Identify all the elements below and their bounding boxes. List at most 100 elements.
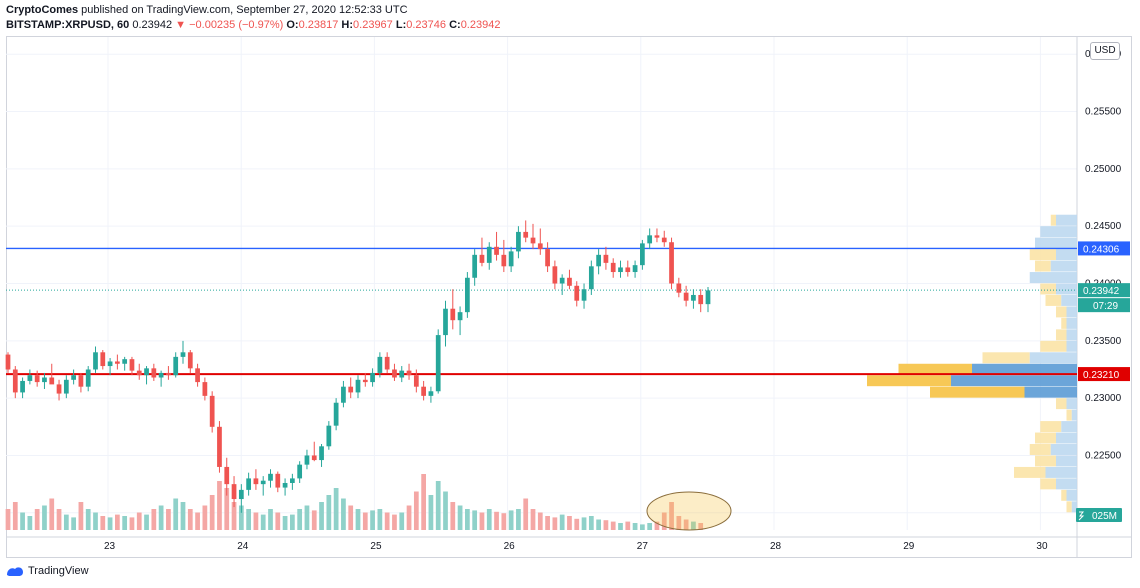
level-price-label: 0.23210 [1083,370,1120,381]
volume-bar [115,514,120,530]
volume-bar [377,509,383,530]
candle-body [115,361,120,364]
candle-body [559,277,565,284]
candle-body [326,425,332,447]
volume-bar [268,509,273,530]
candle-body [705,290,711,305]
x-tick-label: 25 [370,541,382,552]
volume-bar [494,511,499,530]
volume-bar [479,512,485,530]
candle-body [370,372,375,383]
volume-bar [625,521,631,530]
candle-body [275,473,281,488]
volume-profile-down [1029,352,1077,364]
candle-body [253,478,259,485]
volume-bar [567,516,572,530]
volume-bar [523,498,529,530]
volume-bar [224,488,230,530]
candle-body [187,352,193,369]
candle-body [661,237,667,243]
volume-bar [362,512,368,530]
volume-bar [537,512,543,530]
volume-profile-up [898,363,972,375]
candle-body [209,395,215,427]
volume-bar [457,505,463,530]
countdown-tag [1078,298,1130,313]
candle-body [669,242,674,284]
candle-body [421,386,426,396]
currency-button[interactable]: USD [1090,42,1120,60]
volume-bar [209,495,215,530]
volume-lightning-icon [1078,511,1085,521]
volume-profile-up [1056,306,1067,318]
volume-bar [71,517,76,530]
candle-body [202,382,208,396]
ticker-label: BITSTAMP:XRPUSD, 60 [6,19,130,31]
close-label: C: [449,19,461,31]
candle-body [537,243,543,250]
volume-profile-up [1061,317,1067,329]
volume-bar [275,512,281,530]
candle-body [508,251,514,267]
volume-profile-up [1035,432,1056,444]
candle-body [42,377,47,383]
candle-body [683,292,689,301]
volume-profile-down [1066,306,1077,318]
high-label: H: [341,19,354,31]
x-tick-label: 29 [903,541,915,552]
volume-profile-down [1071,501,1077,513]
candle-body [392,369,397,378]
x-tick-label: 26 [504,541,516,552]
volume-bar [348,505,354,530]
candle-body [596,254,601,267]
y-tick-label: 0.24500 [1085,221,1122,232]
volume-profile-up [867,375,951,387]
volume-profile-down [1035,237,1077,249]
tradingview-logo-icon [7,567,23,576]
candle-body [304,455,310,465]
volume-bar [632,523,638,530]
candle-body [122,359,128,364]
volume-bar [465,509,470,530]
volume-bar [180,502,186,530]
volume-bar [596,519,601,530]
y-tick-label: 0.25000 [1085,164,1122,175]
footer-brand[interactable]: TradingView [28,565,89,577]
volume-profile-up [930,386,1025,398]
volume-profile-up [1035,260,1051,272]
volume-bar [238,505,244,530]
candle-body [377,356,383,373]
candle-body [501,254,507,267]
volume-profile-down [972,363,1077,375]
candle-body [224,466,230,485]
candle-body [494,246,499,255]
volume-profile-down [1061,294,1077,306]
volume-bar [370,510,375,530]
candle-body [640,243,645,266]
candle-body [5,354,11,370]
candle-body [49,377,55,385]
low-label: L: [395,19,407,31]
candle-body [290,478,295,483]
chart-frame [6,36,1132,558]
candle-body [428,391,434,396]
y-tick-label: 0.22500 [1085,450,1122,461]
volume-bar [151,509,157,530]
candle-body [574,285,580,301]
volume-bar [588,516,594,530]
candle-body [552,266,558,284]
volume-bar [202,505,208,530]
candle-body [231,484,237,500]
volume-bar [355,509,361,530]
volume-bar [399,512,405,530]
volume-profile-up [1014,466,1046,478]
volume-bar [516,509,521,530]
x-tick-label: 27 [637,541,649,552]
publisher-name[interactable]: CryptoComes [6,4,79,16]
volume-bar [333,488,339,530]
candle-body [78,375,84,387]
candle-body [195,368,200,383]
candle-body [516,231,521,252]
volume-bar [158,505,164,530]
